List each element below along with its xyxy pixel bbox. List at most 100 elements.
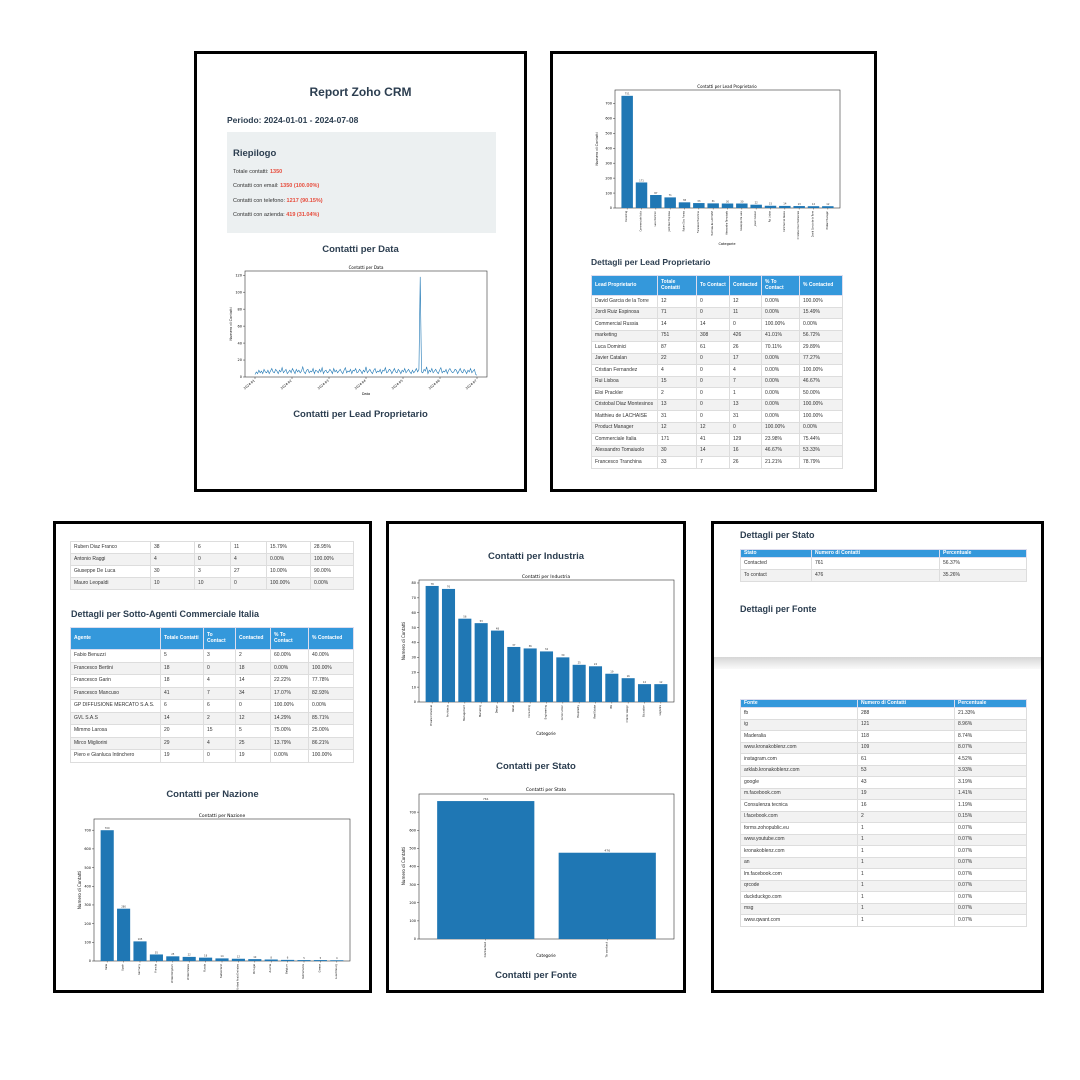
chart-bar [264, 959, 278, 961]
y-tick-label: 100 [84, 941, 91, 945]
section-contatti-per-fonte: Contatti per Fonte [495, 970, 577, 981]
y-tick-label: 500 [409, 847, 416, 851]
report-page-4: Contatti per Industria Contatti per Indu… [386, 521, 686, 993]
chart-bar [678, 202, 691, 208]
table-row: GP DIFFUSIONE MERCATO S.A.S. 6 6 0 100.00% 0.… [70, 699, 354, 713]
table-cell: 0 [696, 295, 730, 308]
x-tick-label: To contact [604, 941, 608, 958]
table-cell: 82.93% [308, 686, 354, 700]
x-tick-label: Javier Catalan [754, 210, 757, 227]
x-tick-label: 2024-02 [280, 379, 293, 391]
bar-value-label: 476 [604, 849, 610, 853]
section-dettagli-lead: Dettagli per Lead Proprietario [591, 257, 711, 267]
table-cell: 22 [657, 352, 697, 365]
table-cell: google [740, 776, 858, 789]
summary-company: Contatti con azienda: 419 (31.04%) [233, 212, 320, 218]
y-tick-label: 200 [605, 176, 612, 180]
table-cell: 3.93% [954, 764, 1027, 778]
table-row: Consulenza tecnica 16 1.19% [740, 799, 1027, 812]
table-row: an 1 0.07% [740, 856, 1027, 870]
table-cell: marketing [591, 329, 658, 342]
table-cell: 0 [696, 375, 730, 388]
table-cell: 0 [194, 553, 231, 566]
bar-value-label: 171 [639, 178, 644, 182]
bar-value-label: 25 [578, 661, 582, 665]
y-tick-label: 0 [414, 700, 416, 704]
table-cell: m.facebook.com [740, 787, 858, 801]
table-cell: 0.00% [270, 749, 309, 763]
table-cell: 19 [857, 787, 955, 801]
table-cell: 0.00% [761, 295, 800, 308]
table-cell: Product Manager [591, 421, 658, 434]
table-row: msg 1 0.07% [740, 902, 1027, 916]
x-tick-label: Contacted [483, 942, 487, 958]
table-cell: 100.00% [266, 577, 311, 590]
chart-bar [721, 203, 734, 208]
table-cell: 3.19% [954, 776, 1027, 789]
table-cell: 13.79% [270, 736, 309, 750]
table-cell: 8.96% [954, 718, 1027, 732]
table-cell: 0.00% [799, 318, 843, 331]
table-cell: 21.21% [761, 456, 800, 469]
table-cell: GVL S.A.S [70, 711, 161, 725]
table-row: forms.zohopublic.eu 1 0.07% [740, 822, 1027, 835]
table-cell: Francesco Garin [70, 674, 161, 688]
x-tick-label: Management [463, 705, 466, 721]
chart-nation-ylabel: Numero di Contatti [77, 871, 82, 909]
table-cell: 0.00% [310, 577, 354, 590]
table-cell: 12 [235, 711, 271, 725]
table-cell: 12 [657, 421, 697, 434]
x-tick-label: Switzerland [220, 964, 223, 978]
chart-nation-title: Contatti per Nazione [199, 813, 246, 819]
chart-contatti-per-data: Contatti per Data 0 20 40 60 80 100 120 2024-0… [229, 265, 488, 396]
table-row: Mimmo Larosa 20 15 5 75.00% 25.00% [70, 724, 354, 738]
bar-value-label: 12 [826, 202, 830, 206]
table-cell: 761 [811, 557, 940, 571]
table-row: ig 121 8.96% [740, 718, 1027, 732]
table-cell: Javier Catalan [591, 352, 658, 365]
table-cell: 23.98% [761, 433, 800, 446]
table-cell: 100.00% [308, 661, 354, 675]
bar-value-label: 33 [697, 199, 701, 203]
section-dettagli-fonte: Dettagli per Fonte [740, 604, 817, 614]
table-cell: forms.zohopublic.eu [740, 822, 858, 835]
bar-value-label: 16 [627, 674, 631, 678]
table-row: Antonio Raggi 4 0 4 0.00% 100.00% [70, 553, 354, 566]
table-cell: Mimmo Larosa [70, 724, 161, 738]
chart-industry-xlabel: Categorie [536, 731, 556, 736]
y-tick-label: 500 [84, 866, 91, 870]
y-tick-label: 400 [409, 865, 416, 869]
table-cell: Francesco Bertini [70, 661, 161, 675]
bar-value-label: 24 [594, 662, 598, 666]
table-cell: 56.37% [939, 557, 1027, 571]
table-cell: 4 [203, 674, 236, 688]
table-cell: 15.49% [799, 306, 843, 319]
table-cell: 100.00% [308, 749, 354, 763]
table-cell: 1 [729, 387, 762, 400]
chart-bar [779, 205, 791, 208]
chart-contatti-per-nazione: Contatti per Nazione 0 100 200 300 400 500 600… [77, 813, 351, 990]
x-tick-label: Spain [122, 964, 125, 971]
y-tick-label: 20 [238, 358, 242, 362]
table-cell: 4.52% [954, 753, 1027, 766]
chart-bar [650, 195, 662, 208]
x-tick-label: Commerciale Italia [640, 210, 643, 231]
table-row: fb 288 21.33% [740, 707, 1027, 720]
chart-bar [441, 588, 456, 702]
x-tick-label: 2024-01 [243, 379, 256, 391]
bar-value-label: 12 [643, 680, 647, 684]
table-cell: 7 [696, 456, 730, 469]
table-cell: Fabio Benuzzi [70, 649, 161, 663]
table-cell: 19 [235, 749, 271, 763]
table-cell: 18 [160, 674, 204, 688]
table-cell: 13 [657, 398, 697, 411]
table-cell: 41.01% [761, 329, 800, 342]
table-cell: 15 [657, 375, 697, 388]
table-cell: 0.07% [954, 833, 1027, 847]
table-cell: 11 [230, 541, 267, 554]
table-cell: Giuseppe De Luca [70, 565, 151, 578]
table-cell: 30 [150, 565, 195, 578]
table-cell: 46.67% [799, 375, 843, 388]
chart-bar [231, 958, 245, 961]
table-cell: 0.00% [761, 306, 800, 319]
